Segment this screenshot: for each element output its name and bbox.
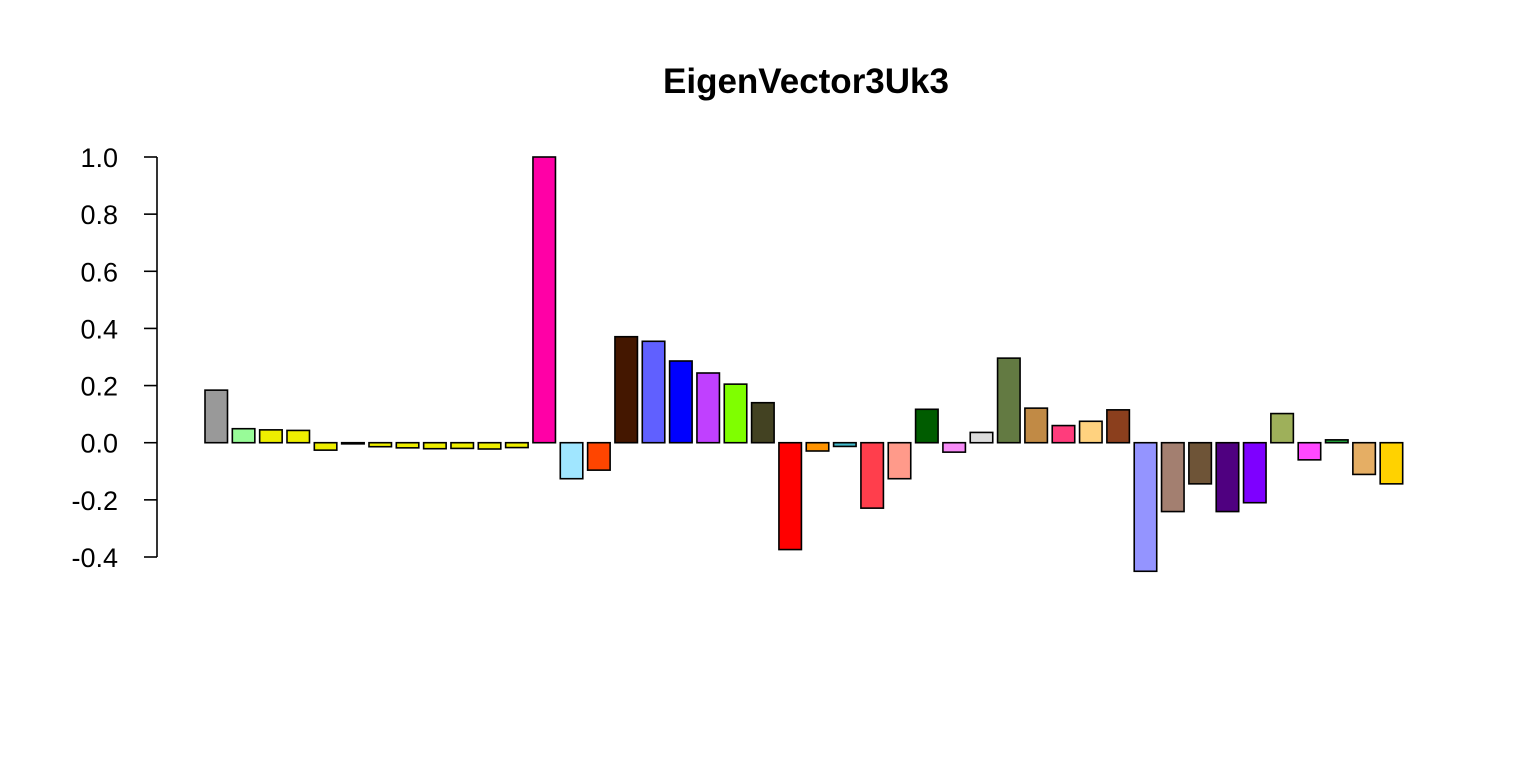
bar-26 [887,441,912,480]
y-tick-label: 0.0 [80,429,118,459]
bar-20 [723,383,748,444]
bar-3 [258,429,283,444]
bar-25 [860,441,885,509]
bar-44 [1379,441,1404,485]
bar-4 [286,429,311,444]
bars-group [204,156,1404,573]
bar-28 [942,441,967,453]
bar-41 [1297,441,1322,461]
bar-2 [231,427,256,444]
y-tick-label: 0.6 [80,257,118,287]
bar-8 [395,441,420,449]
bar-39 [1242,441,1267,504]
bar-9 [422,441,447,450]
bar-31 [1024,407,1049,444]
bar-34 [1106,409,1131,444]
chart-title: EigenVector3Uk3 [663,62,949,101]
bar-22 [778,441,803,551]
bar-40 [1270,412,1295,444]
bar-36 [1160,441,1185,513]
bar-7 [368,441,393,448]
bar-15 [586,441,611,471]
bar-27 [914,408,939,444]
y-tick-label: 0.4 [80,314,118,344]
bar-19 [696,372,721,444]
bar-14 [559,441,584,480]
bar-16 [614,335,639,444]
y-tick-label: -0.2 [71,486,118,516]
bar-5 [313,441,338,451]
bar-37 [1188,441,1213,485]
bar-33 [1078,420,1103,444]
bar-11 [477,441,502,450]
bar-35 [1133,441,1158,573]
bar-17 [641,340,666,444]
y-tick-label: -0.4 [71,543,118,573]
bar-42 [1324,439,1349,444]
y-tick-label: 0.8 [80,200,118,230]
y-axis: -0.4 -0.2 0.0 0.2 0.4 0.6 0.8 1.0 [71,143,158,573]
bar-30 [996,357,1021,444]
bar-10 [450,441,475,450]
bar-13 [532,156,557,444]
bar-23 [805,441,830,452]
bar-1 [204,389,229,444]
bar-12 [504,441,529,449]
bar-6 [340,441,365,445]
bar-29 [969,431,994,444]
bar-18 [668,360,693,444]
bar-32 [1051,424,1076,444]
bar-24 [832,441,857,448]
y-tick-label: 0.2 [80,372,118,402]
y-tick-label: 1.0 [80,143,118,173]
bar-21 [750,401,775,444]
bar-43 [1352,441,1377,476]
bar-38 [1215,441,1240,513]
